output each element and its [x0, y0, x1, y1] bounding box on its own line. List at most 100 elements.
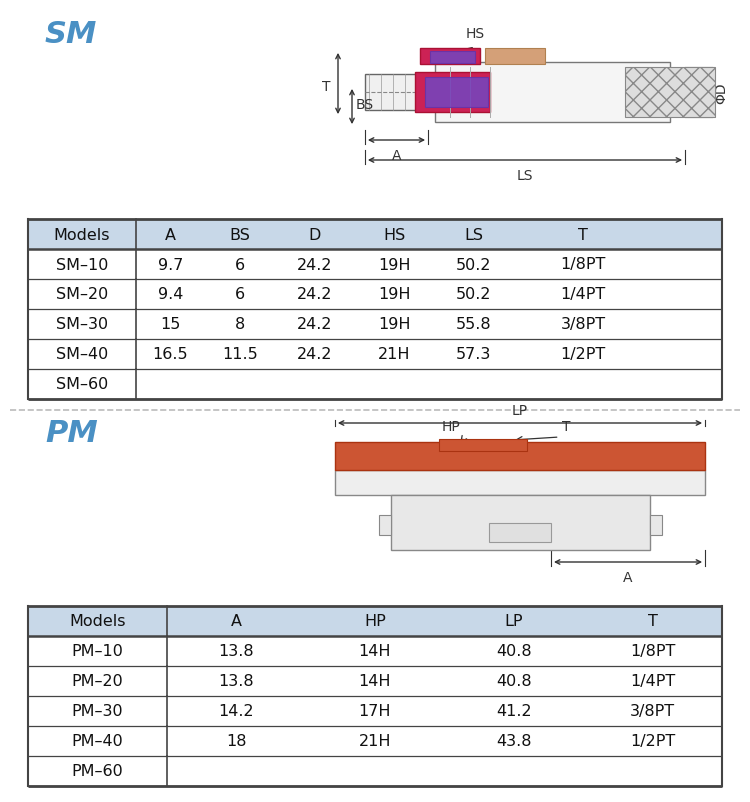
Text: 15: 15: [160, 317, 181, 332]
Text: PM–40: PM–40: [71, 734, 123, 748]
Text: PM–20: PM–20: [71, 674, 123, 689]
Text: 13.8: 13.8: [218, 644, 254, 658]
Text: SM–30: SM–30: [56, 317, 108, 332]
Text: 57.3: 57.3: [456, 347, 491, 362]
Bar: [28, 666, 722, 696]
Text: 43.8: 43.8: [496, 734, 532, 748]
Text: SM–40: SM–40: [56, 347, 108, 362]
Bar: [430, 52, 475, 64]
Text: Models: Models: [69, 614, 126, 629]
Text: 6: 6: [235, 257, 244, 272]
Text: 17H: 17H: [358, 703, 392, 719]
Text: SM–10: SM–10: [56, 257, 108, 272]
Text: 14H: 14H: [358, 644, 392, 658]
Text: 9.7: 9.7: [158, 257, 183, 272]
Text: 9.4: 9.4: [158, 287, 183, 302]
Bar: [28, 370, 722, 399]
Text: A: A: [165, 227, 176, 242]
Text: SM–60: SM–60: [56, 377, 108, 392]
Bar: [650, 516, 662, 535]
Text: HP: HP: [442, 419, 460, 433]
Text: T: T: [322, 80, 330, 94]
Text: LS: LS: [517, 168, 533, 183]
Bar: [485, 49, 545, 65]
Text: 41.2: 41.2: [496, 703, 532, 719]
Text: A: A: [623, 570, 633, 585]
Text: PM–60: PM–60: [71, 764, 123, 779]
Text: T: T: [562, 419, 570, 433]
Bar: [28, 606, 722, 636]
Text: A: A: [392, 149, 401, 163]
Bar: [425, 78, 488, 107]
Text: 24.2: 24.2: [296, 287, 332, 302]
Text: 24.2: 24.2: [296, 257, 332, 272]
Bar: [28, 280, 722, 310]
Text: Models: Models: [53, 227, 110, 242]
Text: 1/8PT: 1/8PT: [560, 257, 606, 272]
Text: 13.8: 13.8: [218, 674, 254, 689]
Bar: [435, 63, 670, 123]
Text: 11.5: 11.5: [222, 347, 257, 362]
Text: 14H: 14H: [358, 674, 392, 689]
Bar: [28, 220, 722, 249]
Text: 6: 6: [235, 287, 244, 302]
Text: 24.2: 24.2: [296, 317, 332, 332]
Bar: [391, 496, 650, 550]
Text: 19H: 19H: [378, 257, 410, 272]
Text: 50.2: 50.2: [456, 257, 492, 272]
Text: 3/8PT: 3/8PT: [561, 317, 606, 332]
Text: HS: HS: [466, 27, 484, 41]
Text: 1/8PT: 1/8PT: [630, 644, 675, 658]
Bar: [28, 310, 722, 339]
Text: PM: PM: [45, 419, 98, 448]
Bar: [625, 68, 715, 118]
Text: SM–20: SM–20: [56, 287, 108, 302]
Text: BS: BS: [230, 227, 250, 242]
Text: 3/8PT: 3/8PT: [630, 703, 675, 719]
Text: PM–10: PM–10: [71, 644, 123, 658]
Text: 8: 8: [235, 317, 244, 332]
Text: HS: HS: [383, 227, 405, 242]
Text: LP: LP: [505, 614, 523, 629]
Bar: [28, 756, 722, 786]
Text: PM–30: PM–30: [71, 703, 123, 719]
Bar: [365, 75, 420, 111]
Text: 16.5: 16.5: [152, 347, 188, 362]
Bar: [28, 696, 722, 726]
Text: 24.2: 24.2: [296, 347, 332, 362]
Text: D: D: [308, 227, 320, 242]
Text: LP: LP: [512, 403, 528, 418]
Text: 21H: 21H: [358, 734, 392, 748]
Text: LS: LS: [464, 227, 484, 242]
Bar: [379, 516, 391, 535]
Text: 21H: 21H: [378, 347, 410, 362]
Bar: [28, 636, 722, 666]
Text: 19H: 19H: [378, 317, 410, 332]
Bar: [28, 726, 722, 756]
Bar: [415, 73, 490, 113]
Text: 40.8: 40.8: [496, 644, 532, 658]
Text: T: T: [578, 227, 588, 242]
Text: 19H: 19H: [378, 287, 410, 302]
Bar: [28, 249, 722, 280]
Text: ΦD: ΦD: [714, 82, 728, 103]
Text: 1/4PT: 1/4PT: [630, 674, 675, 689]
Text: A: A: [231, 614, 242, 629]
Bar: [28, 339, 722, 370]
Text: 1/2PT: 1/2PT: [560, 347, 606, 362]
Text: BS: BS: [356, 98, 374, 111]
Text: 55.8: 55.8: [456, 317, 492, 332]
Text: 14.2: 14.2: [218, 703, 254, 719]
Text: 1/4PT: 1/4PT: [560, 287, 606, 302]
Text: T: T: [648, 614, 658, 629]
Bar: [439, 439, 527, 452]
Bar: [420, 49, 480, 65]
Bar: [335, 471, 705, 496]
Text: 40.8: 40.8: [496, 674, 532, 689]
Text: 50.2: 50.2: [456, 287, 492, 302]
Text: HP: HP: [364, 614, 386, 629]
Bar: [489, 523, 551, 542]
Text: SM: SM: [45, 20, 98, 49]
Bar: [335, 443, 705, 471]
Text: 1/2PT: 1/2PT: [630, 734, 675, 748]
